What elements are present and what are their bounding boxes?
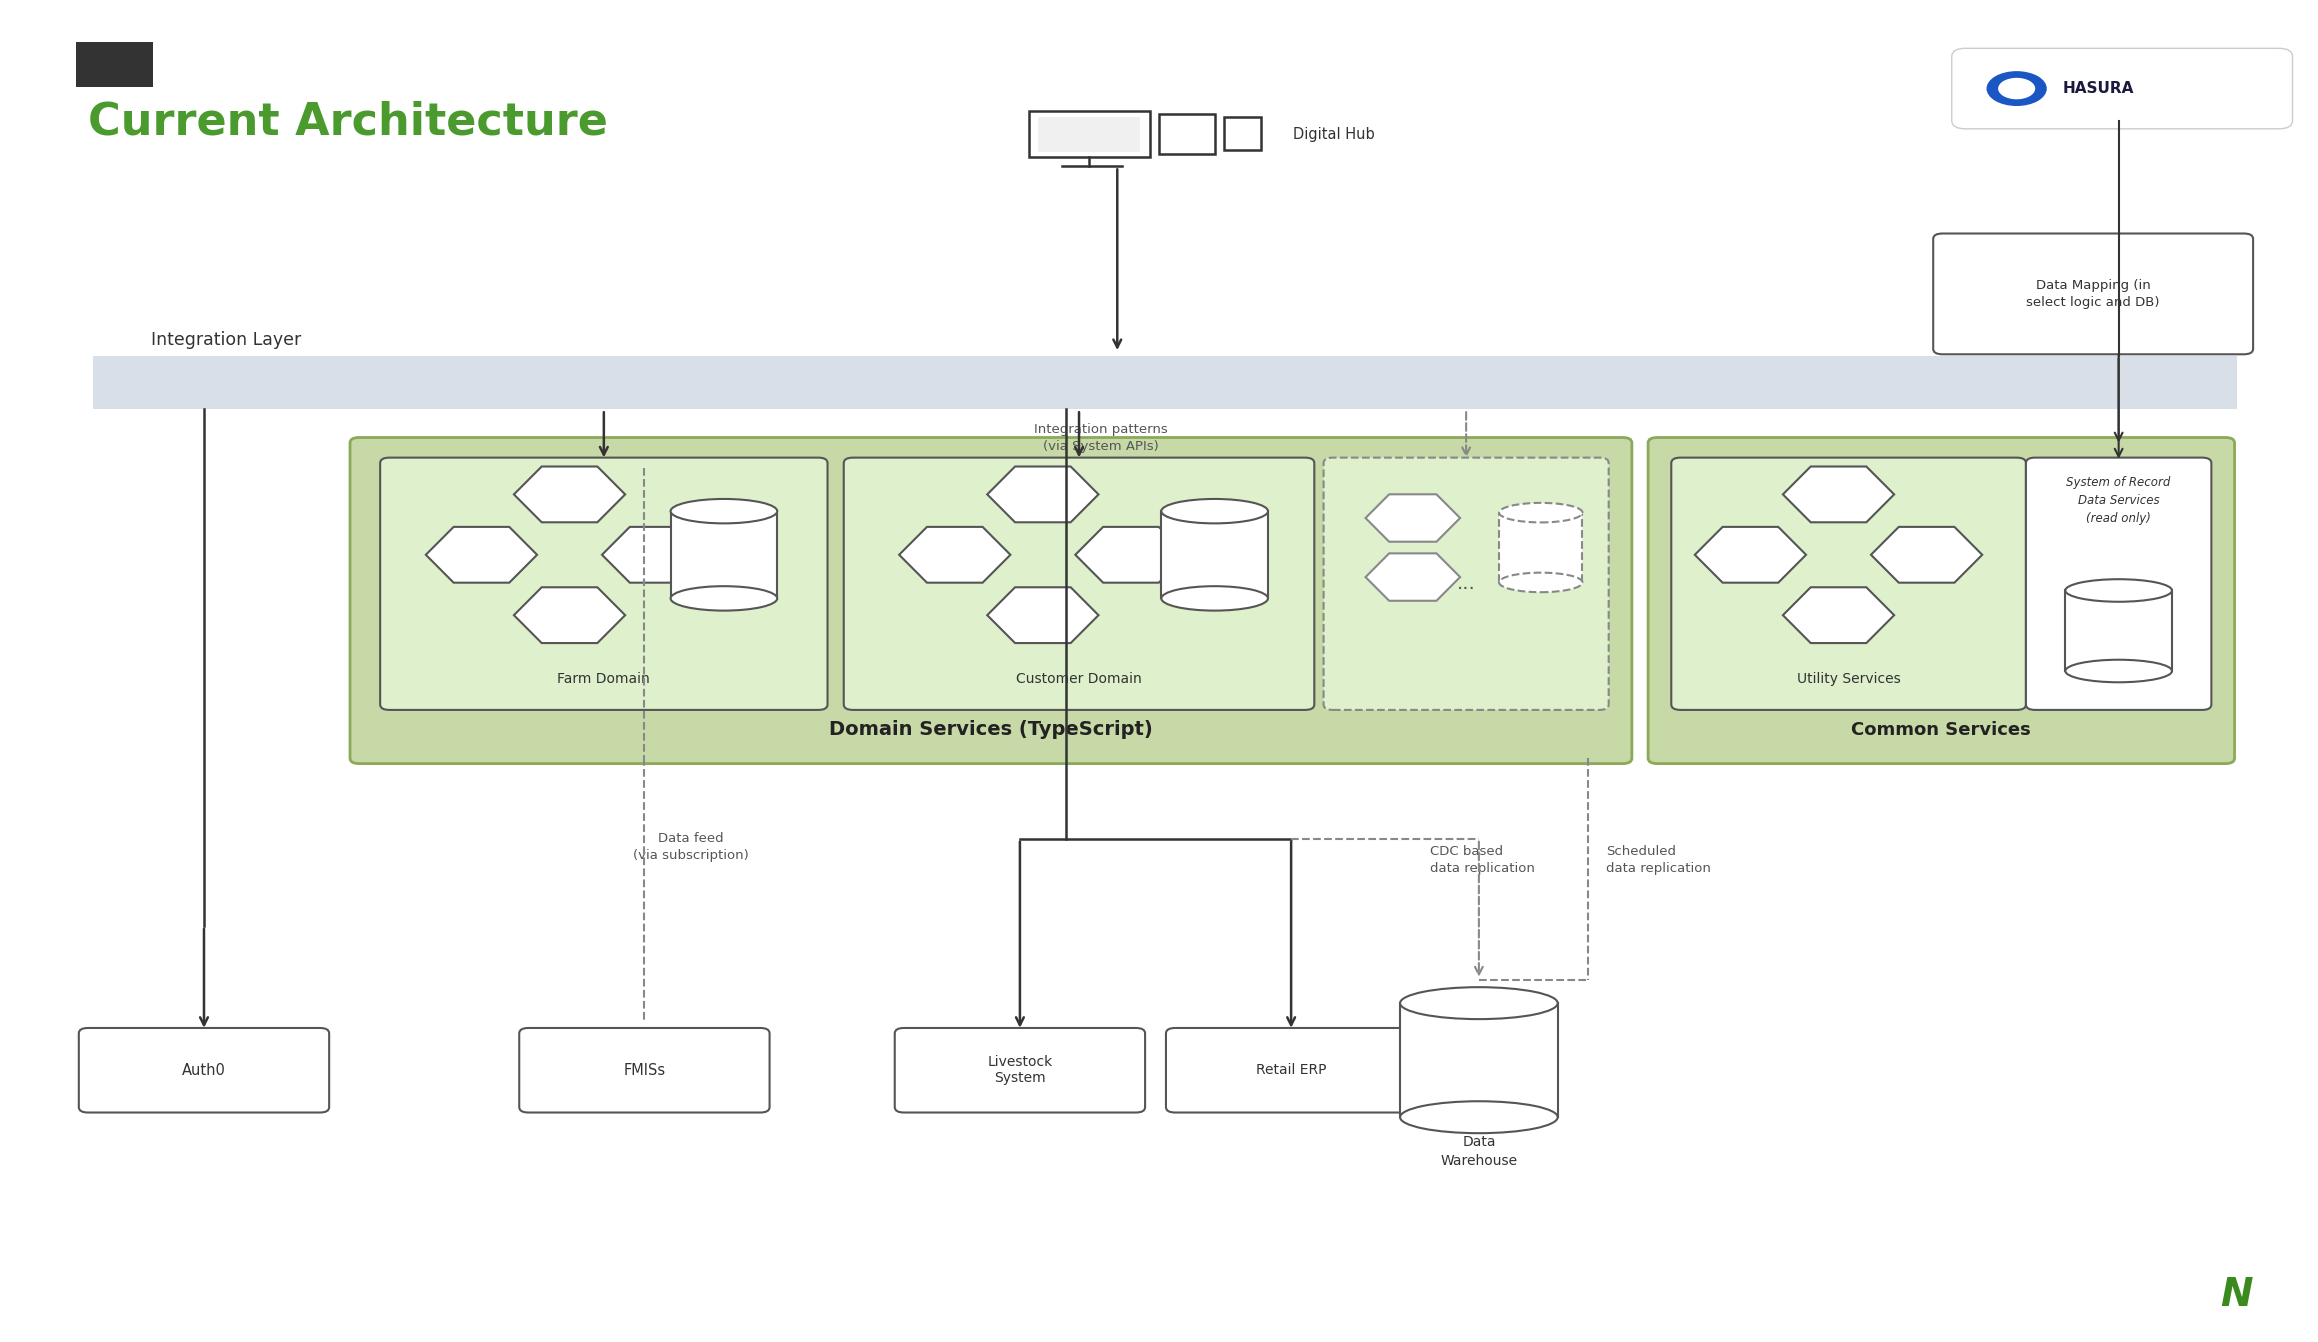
Polygon shape bbox=[1783, 467, 1894, 522]
Polygon shape bbox=[987, 588, 1099, 643]
Bar bbox=[93, 356, 2237, 409]
FancyBboxPatch shape bbox=[2026, 458, 2211, 710]
FancyBboxPatch shape bbox=[1671, 458, 2026, 710]
Bar bbox=[1500, 513, 1583, 582]
Polygon shape bbox=[515, 467, 626, 522]
Bar bbox=[1038, 117, 1140, 152]
FancyBboxPatch shape bbox=[380, 458, 828, 710]
Ellipse shape bbox=[2065, 660, 2172, 682]
Text: Utility Services: Utility Services bbox=[1796, 672, 1901, 686]
Ellipse shape bbox=[670, 499, 777, 523]
Ellipse shape bbox=[1161, 499, 1268, 523]
Polygon shape bbox=[1076, 527, 1187, 582]
Polygon shape bbox=[1365, 553, 1460, 601]
Text: HASURA: HASURA bbox=[2063, 81, 2135, 97]
Polygon shape bbox=[603, 527, 714, 582]
Text: N: N bbox=[2221, 1276, 2253, 1314]
Text: Data feed
(via subscription): Data feed (via subscription) bbox=[633, 832, 749, 862]
Text: Scheduled
data replication: Scheduled data replication bbox=[1606, 845, 1711, 875]
FancyBboxPatch shape bbox=[895, 1028, 1145, 1113]
Ellipse shape bbox=[1500, 503, 1583, 522]
Bar bbox=[2065, 590, 2172, 671]
FancyBboxPatch shape bbox=[1166, 1028, 1416, 1113]
FancyBboxPatch shape bbox=[1933, 234, 2253, 354]
Polygon shape bbox=[899, 527, 1011, 582]
Bar bbox=[1400, 1004, 1558, 1117]
Ellipse shape bbox=[1161, 586, 1268, 611]
Ellipse shape bbox=[2065, 580, 2172, 601]
Text: Data Mapping (in
select logic and DB): Data Mapping (in select logic and DB) bbox=[2026, 279, 2160, 309]
Circle shape bbox=[1998, 78, 2035, 99]
Bar bbox=[1161, 511, 1268, 599]
Bar bbox=[1224, 117, 1261, 150]
FancyBboxPatch shape bbox=[79, 1028, 329, 1113]
Text: Integration Layer: Integration Layer bbox=[151, 331, 301, 349]
FancyBboxPatch shape bbox=[1324, 458, 1609, 710]
FancyBboxPatch shape bbox=[519, 1028, 770, 1113]
Text: Farm Domain: Farm Domain bbox=[556, 672, 651, 686]
Ellipse shape bbox=[670, 586, 777, 611]
Polygon shape bbox=[987, 467, 1099, 522]
Text: Auth0: Auth0 bbox=[183, 1063, 225, 1078]
Polygon shape bbox=[1783, 588, 1894, 643]
Circle shape bbox=[1987, 71, 2047, 106]
Polygon shape bbox=[1694, 527, 1806, 582]
Text: Retail ERP: Retail ERP bbox=[1256, 1063, 1326, 1078]
Bar bbox=[670, 511, 777, 599]
FancyBboxPatch shape bbox=[1952, 48, 2293, 129]
Bar bbox=[1159, 114, 1215, 154]
Ellipse shape bbox=[1400, 1102, 1558, 1133]
Text: Data
Warehouse: Data Warehouse bbox=[1439, 1135, 1518, 1168]
Polygon shape bbox=[1365, 494, 1460, 542]
Text: CDC based
data replication: CDC based data replication bbox=[1430, 845, 1535, 875]
Ellipse shape bbox=[1400, 988, 1558, 1019]
Text: Livestock
System: Livestock System bbox=[987, 1055, 1052, 1086]
Text: Customer Domain: Customer Domain bbox=[1015, 672, 1143, 686]
Text: Common Services: Common Services bbox=[1852, 722, 2031, 739]
FancyBboxPatch shape bbox=[1648, 437, 2235, 764]
Polygon shape bbox=[1871, 527, 1982, 582]
Polygon shape bbox=[427, 527, 538, 582]
Text: ...: ... bbox=[1456, 574, 1477, 593]
Text: Current Architecture: Current Architecture bbox=[88, 101, 607, 144]
Text: Domain Services (TypeScript): Domain Services (TypeScript) bbox=[830, 721, 1152, 739]
Text: FMISs: FMISs bbox=[624, 1063, 665, 1078]
Text: System of Record
Data Services
(read only): System of Record Data Services (read onl… bbox=[2065, 476, 2172, 526]
Ellipse shape bbox=[1500, 573, 1583, 592]
Text: Digital Hub: Digital Hub bbox=[1293, 126, 1375, 142]
Bar bbox=[76, 42, 153, 87]
Text: Integration patterns
(via System APIs): Integration patterns (via System APIs) bbox=[1034, 423, 1168, 452]
FancyBboxPatch shape bbox=[844, 458, 1314, 710]
Bar bbox=[1029, 111, 1150, 157]
Polygon shape bbox=[515, 588, 626, 643]
FancyBboxPatch shape bbox=[350, 437, 1632, 764]
